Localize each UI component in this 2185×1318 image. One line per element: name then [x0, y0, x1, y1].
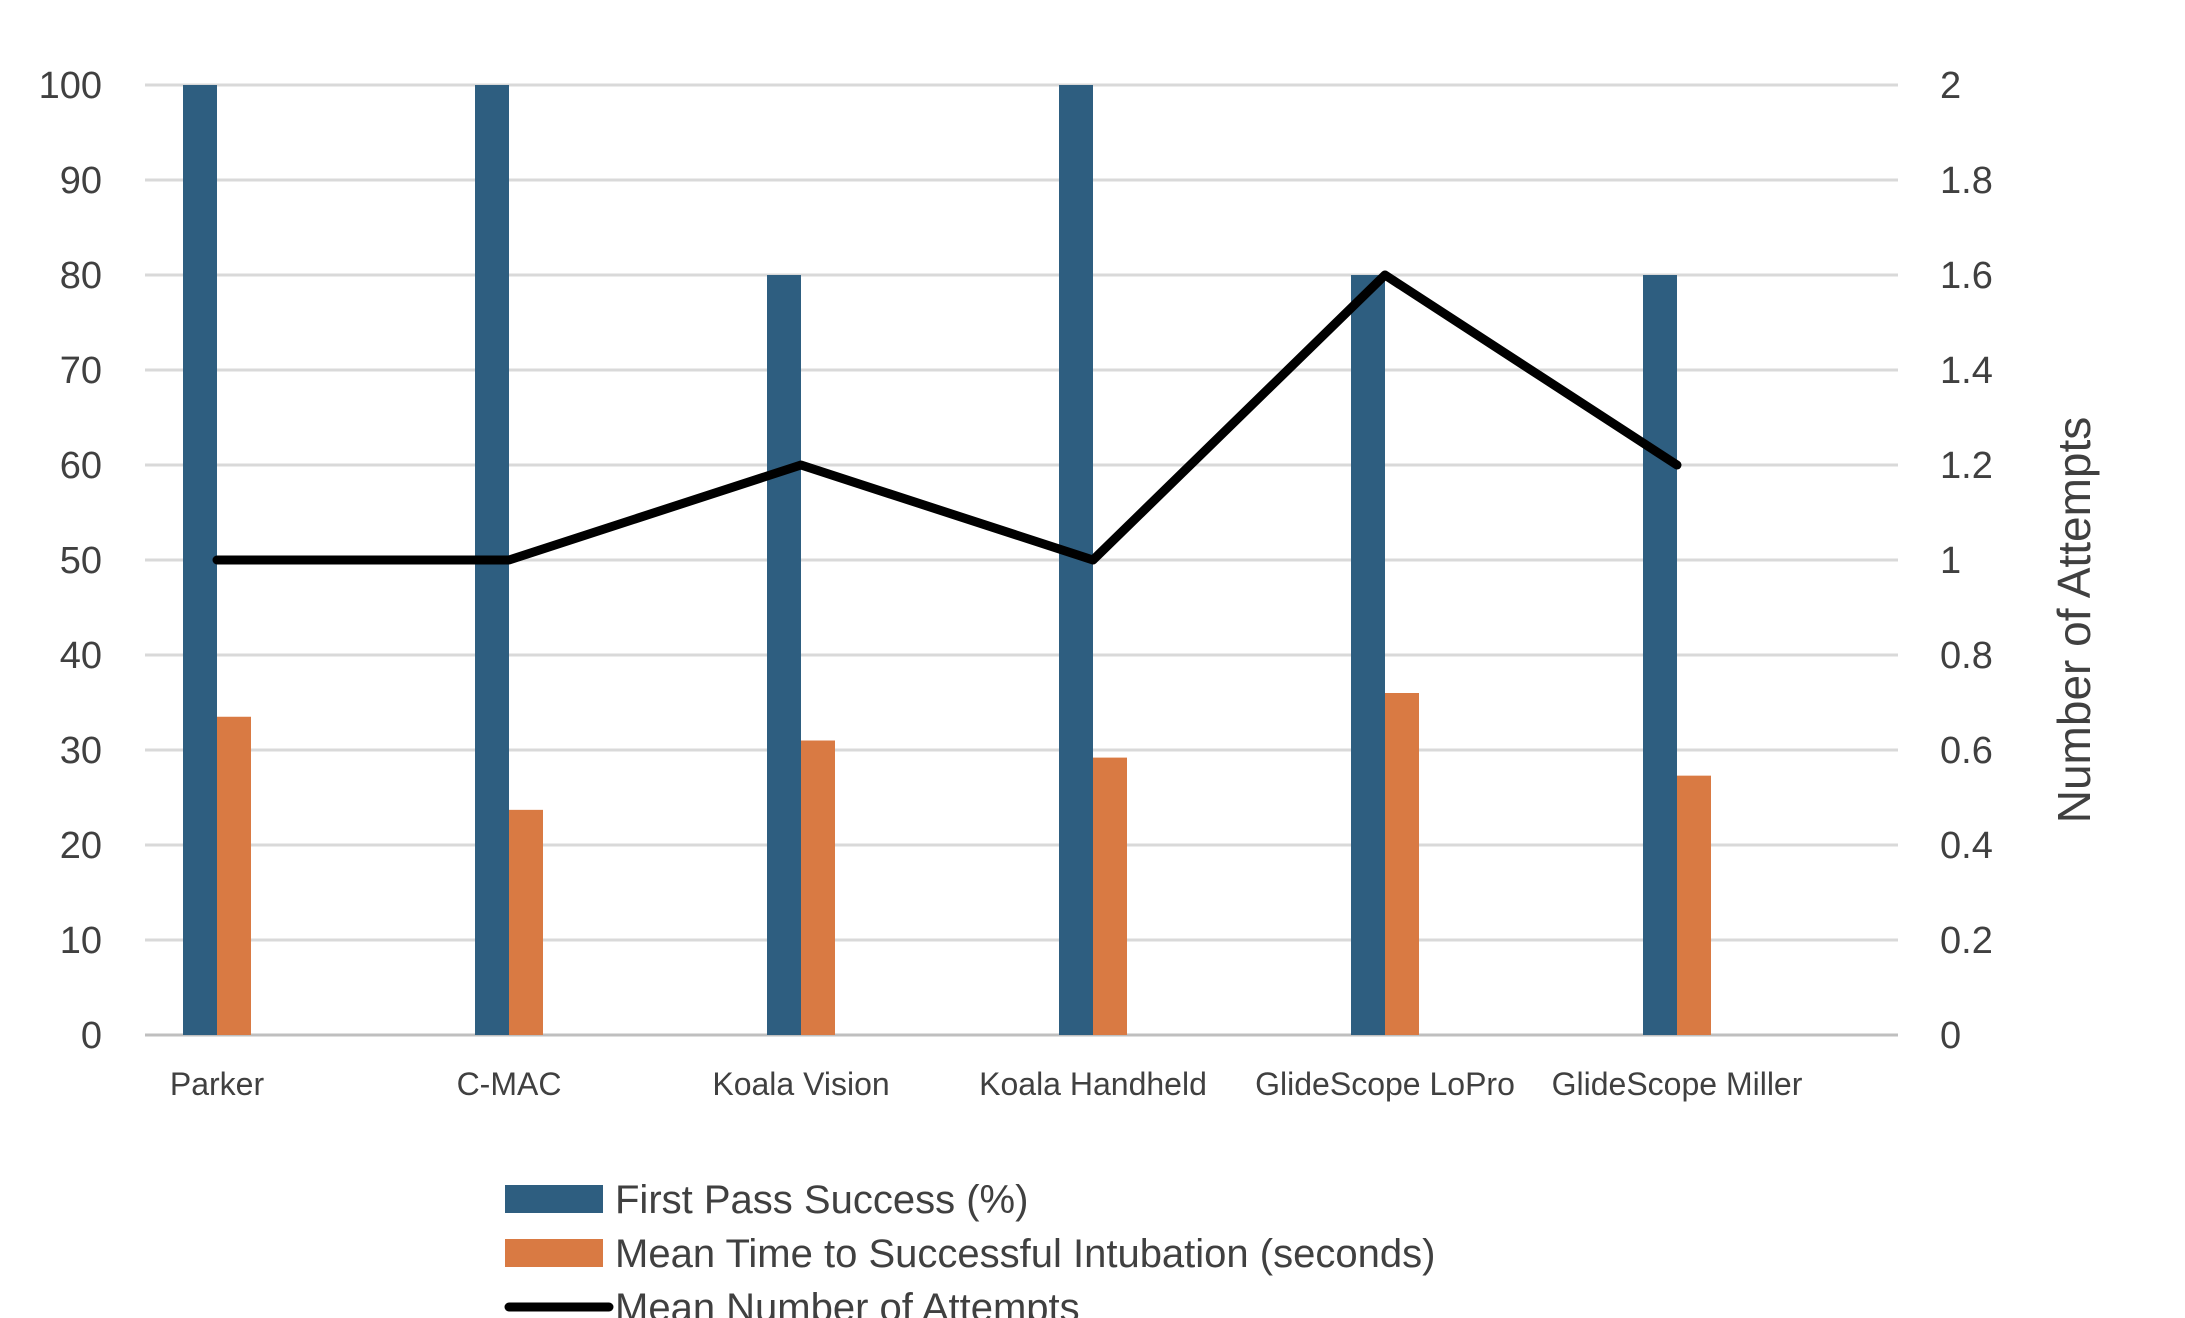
- y2-tick-label: 0: [1940, 1015, 1961, 1057]
- bars: [183, 85, 1711, 1035]
- bar-mean-time: [1385, 693, 1419, 1035]
- y-axis-right: 0 0.2 0.4 0.6 0.8 1 1.2 1.4 1.6 1.8 2: [1940, 65, 1993, 1057]
- y-tick-label: 10: [60, 920, 102, 962]
- x-axis-categories: Parker C-MAC Koala Vision Koala Handheld Gli…: [170, 1066, 1803, 1102]
- legend-swatch: [505, 1185, 603, 1213]
- bar-mean-time: [1093, 757, 1127, 1035]
- y-tick-label: 30: [60, 730, 102, 772]
- y-tick-label: 40: [60, 635, 102, 677]
- y2-tick-label: 0.4: [1940, 825, 1993, 867]
- bar-first-pass-success: [1351, 275, 1385, 1035]
- category-label: Koala Handheld: [979, 1066, 1207, 1102]
- y-tick-label: 80: [60, 255, 102, 297]
- y2-tick-label: 1.4: [1940, 350, 1993, 392]
- y-tick-label: 0: [81, 1015, 102, 1057]
- bar-first-pass-success: [1643, 275, 1677, 1035]
- y-tick-label: 50: [60, 540, 102, 582]
- legend: First Pass Success (%) Mean Time to Succe…: [504, 1178, 1435, 1318]
- line-mean-number-of-attempts: [212, 270, 1682, 565]
- bar-mean-time: [217, 716, 251, 1035]
- y2-tick-label: 0.2: [1940, 920, 1993, 962]
- category-label: GlideScope LoPro: [1255, 1066, 1515, 1102]
- y2-tick-label: 1.2: [1940, 445, 1993, 487]
- bar-mean-time: [509, 809, 543, 1035]
- y2-tick-label: 2: [1940, 65, 1961, 107]
- category-label: Parker: [170, 1066, 265, 1102]
- y2-tick-label: 1.8: [1940, 160, 1993, 202]
- category-label: C-MAC: [457, 1066, 562, 1102]
- y-tick-label: 20: [60, 825, 102, 867]
- y2-tick-label: 1: [1940, 540, 1961, 582]
- bar-first-pass-success: [183, 85, 217, 1035]
- y2-tick-label: 0.8: [1940, 635, 1993, 677]
- attempts-line-layer: [212, 270, 1682, 565]
- y-tick-label: 90: [60, 160, 102, 202]
- y-tick-label: 100: [39, 65, 102, 107]
- bar-mean-time: [801, 740, 835, 1035]
- y-axis-left: 0 10 20 30 40 50 60 70 80 90 100: [39, 65, 102, 1057]
- legend-label: Mean Time to Successful Intubation (seco…: [615, 1232, 1435, 1276]
- legend-swatch: [505, 1239, 603, 1267]
- y2-axis-title: Number of Attempts: [2048, 417, 2100, 824]
- y-tick-label: 60: [60, 445, 102, 487]
- y2-tick-label: 0.6: [1940, 730, 1993, 772]
- y-tick-label: 70: [60, 350, 102, 392]
- y2-tick-label: 1.6: [1940, 255, 1993, 297]
- legend-label: Mean Number of Attempts: [615, 1286, 1080, 1318]
- legend-label: First Pass Success (%): [615, 1178, 1028, 1222]
- bar-mean-time: [1677, 775, 1711, 1035]
- category-label: GlideScope Miller: [1552, 1066, 1803, 1102]
- bar-first-pass-success: [767, 275, 801, 1035]
- category-label: Koala Vision: [712, 1066, 889, 1102]
